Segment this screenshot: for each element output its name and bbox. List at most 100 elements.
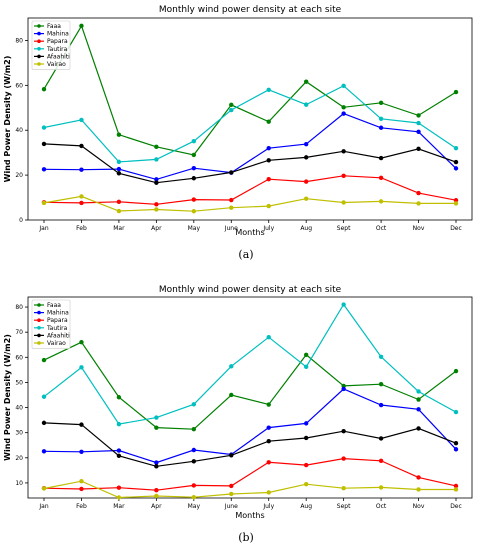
- data-point-mahina: [191, 165, 197, 171]
- data-point-vairao: [266, 490, 271, 495]
- data-point-afaahiti: [41, 141, 47, 147]
- legend-label-faaa: Faaa: [47, 302, 61, 309]
- data-point-faaa: [378, 100, 384, 106]
- data-point-faaa: [341, 383, 346, 389]
- x-tick-label: Nov: [413, 503, 425, 510]
- data-point-afaahiti: [303, 435, 309, 441]
- data-point-tautira: [341, 83, 346, 88]
- data-point-mahina: [266, 145, 271, 151]
- data-point-vairao: [453, 201, 459, 206]
- x-tick-label: Feb: [76, 503, 87, 510]
- data-point-afaahiti: [453, 441, 459, 446]
- data-point-afaahiti: [378, 155, 384, 161]
- y-tick-label: 20: [15, 172, 23, 179]
- legend-label-afaahiti: Afaahiti: [47, 332, 70, 339]
- data-point-mahina: [41, 167, 47, 172]
- data-point-papara: [229, 197, 234, 203]
- data-point-vairao: [416, 201, 421, 206]
- x-tick-label: Jan: [38, 503, 48, 510]
- data-point-papara: [303, 462, 309, 468]
- x-tick-label: May: [188, 225, 201, 232]
- data-point-papara: [266, 460, 271, 465]
- data-point-papara: [378, 458, 384, 464]
- data-point-faaa: [453, 89, 459, 95]
- data-point-afaahiti: [378, 436, 384, 441]
- data-point-faaa: [341, 105, 346, 110]
- x-axis-label: Months: [235, 228, 264, 237]
- y-tick-label: 20: [15, 455, 23, 462]
- series-line-papara: [43, 175, 457, 205]
- y-tick-label: 30: [15, 430, 23, 437]
- data-point-faaa: [266, 402, 271, 407]
- data-point-afaahiti: [191, 459, 197, 464]
- legend-label-papara: Papara: [47, 317, 68, 324]
- data-point-tautira: [191, 402, 197, 407]
- y-tick-label: 40: [15, 127, 23, 134]
- data-point-papara: [341, 456, 346, 461]
- data-point-afaahiti: [41, 420, 47, 426]
- data-point-mahina: [303, 421, 309, 426]
- series-line-vairao: [43, 480, 456, 499]
- y-tick-label: 70: [15, 329, 23, 336]
- data-point-papara: [79, 486, 84, 492]
- data-point-faaa: [303, 352, 309, 357]
- legend-marker-mahina: [37, 31, 41, 36]
- chart-title: Monthly wind power density at each site: [159, 5, 342, 15]
- x-tick-label: Dec: [450, 503, 462, 510]
- legend-marker-vairao: [37, 341, 41, 345]
- data-point-faaa: [41, 86, 47, 92]
- data-point-papara: [378, 175, 384, 181]
- data-point-afaahiti: [341, 428, 346, 434]
- series-line-papara: [43, 457, 457, 491]
- data-point-faaa: [116, 395, 122, 400]
- data-point-faaa: [453, 368, 459, 374]
- data-point-papara: [303, 179, 309, 184]
- x-axis-label: Months: [235, 511, 264, 520]
- x-tick-label: June: [224, 503, 238, 510]
- data-point-faaa: [41, 357, 47, 363]
- data-point-tautira: [116, 159, 122, 165]
- y-axis-label: Wind Power Density (W/m2): [3, 334, 12, 461]
- y-tick-label: 60: [15, 82, 23, 89]
- data-point-tautira: [41, 394, 47, 399]
- data-point-afaahiti: [116, 171, 122, 176]
- data-point-afaahiti: [416, 426, 421, 431]
- data-point-faaa: [416, 397, 421, 402]
- panel-caption: (b): [238, 531, 254, 544]
- data-point-afaahiti: [266, 158, 271, 163]
- legend-marker-vairao: [37, 62, 41, 66]
- data-point-faaa: [79, 23, 84, 29]
- y-tick-label: 80: [15, 304, 23, 311]
- x-tick-label: Nov: [413, 225, 425, 232]
- data-point-mahina: [266, 425, 271, 430]
- data-point-vairao: [416, 487, 421, 492]
- data-point-tautira: [303, 102, 309, 107]
- data-point-faaa: [229, 392, 234, 398]
- data-point-afaahiti: [154, 180, 159, 185]
- data-point-mahina: [79, 167, 84, 172]
- legend-label-vairao: Vairao: [47, 61, 66, 68]
- data-point-papara: [229, 483, 234, 489]
- x-tick-label: Mar: [113, 503, 125, 510]
- data-point-mahina: [341, 111, 346, 116]
- y-tick-label: 50: [15, 379, 23, 386]
- legend-marker-afaahiti: [37, 54, 41, 59]
- panel-caption: (a): [238, 248, 253, 261]
- legend-marker-afaahiti: [37, 333, 41, 338]
- data-point-tautira: [229, 107, 234, 113]
- data-point-papara: [266, 176, 271, 182]
- data-point-faaa: [154, 425, 159, 430]
- series-line-tautira: [43, 303, 457, 425]
- legend-marker-mahina: [37, 310, 41, 315]
- data-point-faaa: [266, 119, 271, 124]
- x-tick-label: Oct: [376, 503, 387, 510]
- data-point-faaa: [191, 152, 197, 158]
- x-tick-label: Apr: [151, 225, 162, 232]
- data-point-tautira: [266, 87, 271, 93]
- data-point-vairao: [191, 495, 197, 500]
- data-point-mahina: [154, 177, 159, 182]
- data-point-vairao: [453, 487, 459, 492]
- data-point-tautira: [341, 302, 346, 307]
- data-point-tautira: [154, 415, 159, 420]
